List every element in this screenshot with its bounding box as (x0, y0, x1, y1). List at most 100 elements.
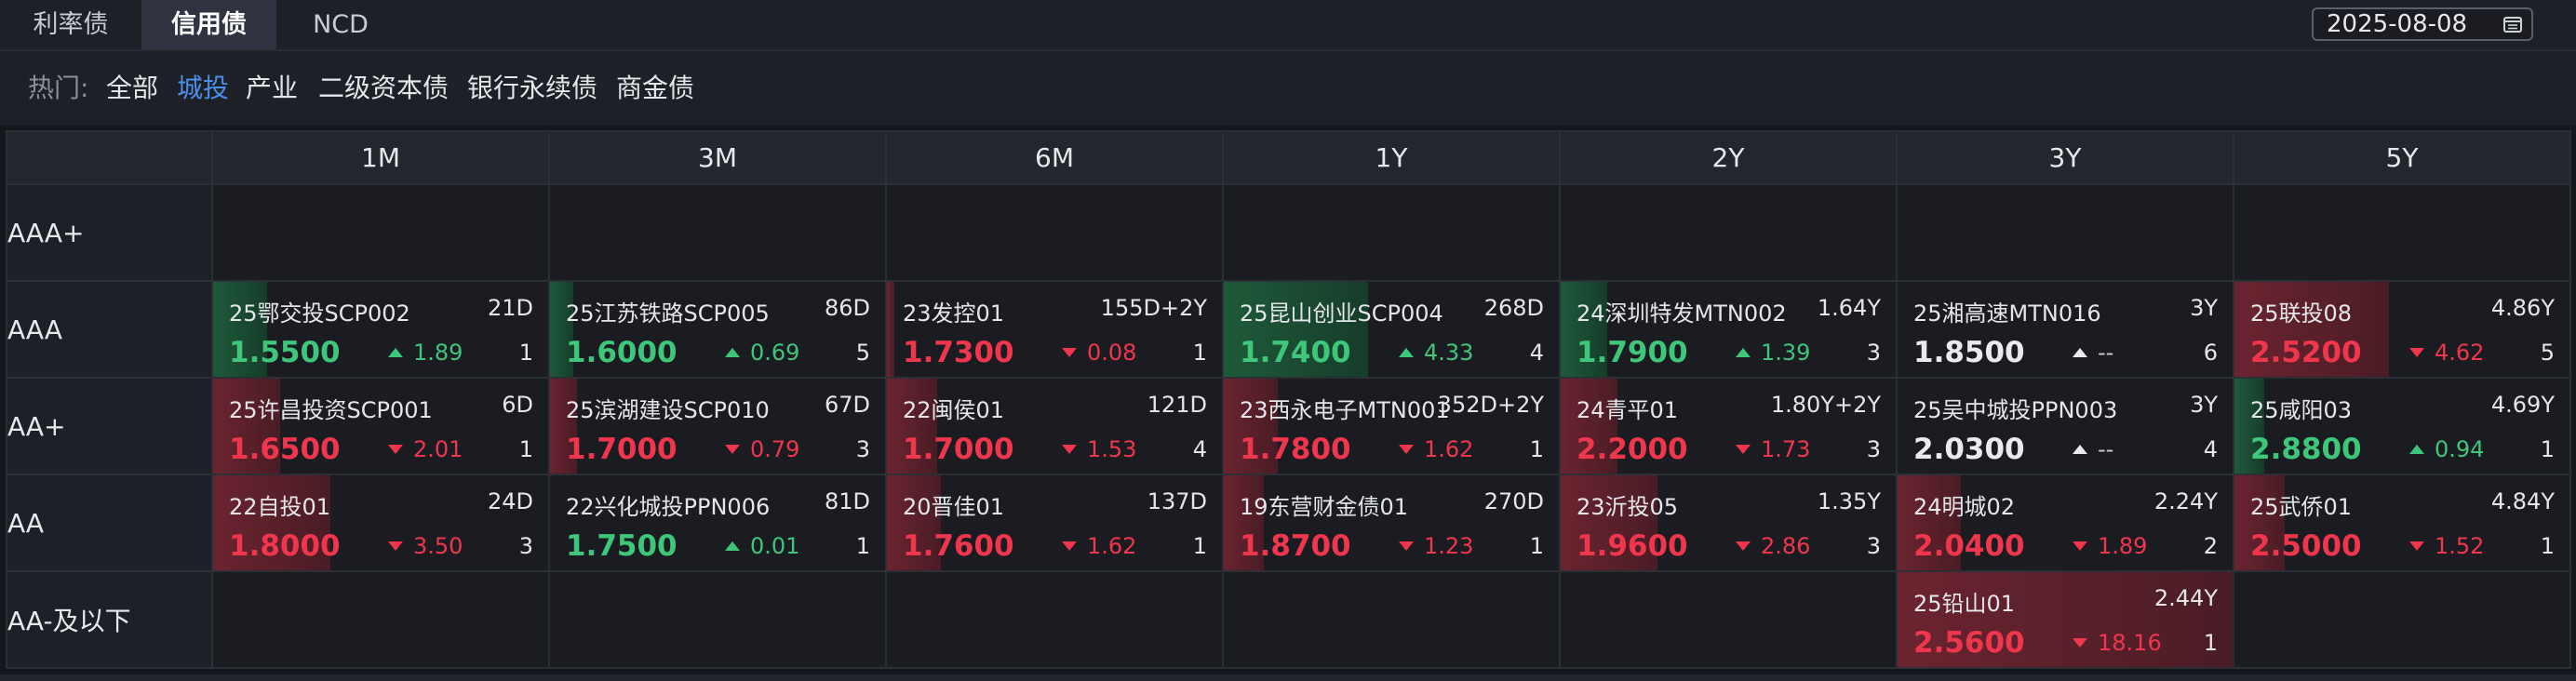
yield-change: -- (2072, 340, 2113, 366)
empty-cell (1222, 570, 1561, 669)
empty-cell (2233, 183, 2571, 282)
empty-cell (211, 183, 550, 282)
yield-change-value: 0.01 (750, 533, 800, 559)
grid-row: AA 22自投01 24D 1.8000 3.50 3 22兴化城投PPN006 81D 1.7… (6, 474, 2571, 572)
bond-tenor: 81D (824, 488, 870, 514)
bond-name: 22兴化城投PPN006 (566, 494, 771, 520)
tab-rate-bond[interactable]: 利率债 (33, 10, 109, 39)
bond-cell[interactable]: 22兴化城投PPN006 81D 1.7500 0.01 1 (548, 474, 887, 572)
arrow-down-icon (2409, 541, 2424, 551)
bond-cell[interactable]: 25铅山01 2.44Y 2.5600 18.16 1 (1896, 570, 2234, 669)
yield-change-value: 18.16 (2098, 630, 2162, 656)
yield-change-value: 1.89 (413, 340, 463, 366)
grid-row: AA+ 25许昌投资SCP001 6D 1.6500 2.01 1 25滨湖建设SCP010… (6, 377, 2571, 475)
arrow-up-icon (725, 541, 740, 551)
date-picker[interactable]: 2025-08-08 (2312, 7, 2533, 41)
trade-count: 1 (855, 533, 870, 559)
tab-credit-bond[interactable]: 信用债 (141, 0, 276, 49)
filter-industry[interactable]: 产业 (246, 73, 299, 103)
bond-cell[interactable]: 20晋佳01 137D 1.7600 1.62 1 (885, 474, 1224, 572)
yield-change-value: 4.62 (2435, 340, 2485, 366)
bond-cell[interactable]: 23西永电子MTN001 352D+2Y 1.7800 1.62 1 (1222, 377, 1561, 475)
bond-tenor: 24D (487, 488, 533, 514)
yield-change: 2.86 (1735, 533, 1810, 559)
yield-change-value: 1.89 (2098, 533, 2148, 559)
yield-change: 1.39 (1735, 340, 1810, 366)
bond-tenor: 4.84Y (2490, 488, 2555, 514)
tab-ncd[interactable]: NCD (313, 10, 369, 39)
bond-tenor: 121D (1147, 392, 1207, 418)
bond-yield: 1.8500 (1913, 336, 2025, 369)
bond-yield: 1.7400 (1240, 336, 1351, 369)
bond-cell[interactable]: 25滨湖建设SCP010 67D 1.7000 0.79 3 (548, 377, 887, 475)
empty-cell (2233, 570, 2571, 669)
change-intensity-bar (1225, 476, 1265, 569)
bond-yield: 1.8000 (229, 529, 341, 563)
bond-name: 25咸阳03 (2250, 397, 2353, 423)
yield-change: 0.94 (2408, 436, 2484, 462)
grid-row: AA-及以下 25铅山01 2.44Y 2.5600 18.16 1 (6, 570, 2571, 669)
col-header: 1Y (1222, 130, 1561, 185)
change-intensity-bar (1562, 476, 1658, 569)
bond-cell[interactable]: 19东营财金债01 270D 1.8700 1.23 1 (1222, 474, 1561, 572)
bond-cell[interactable]: 23发控01 155D+2Y 1.7300 0.08 1 (885, 280, 1224, 379)
bond-yield: 1.7000 (903, 433, 1014, 466)
yield-change-value: 1.52 (2435, 533, 2485, 559)
bond-cell[interactable]: 25咸阳03 4.69Y 2.8800 0.94 1 (2233, 377, 2571, 475)
trade-count: 4 (2203, 436, 2218, 462)
bond-name: 25吴中城投PPN003 (1913, 397, 2118, 423)
yield-change: 1.52 (2408, 533, 2484, 559)
arrow-down-icon (388, 445, 403, 454)
filter-chengtou[interactable]: 城投 (177, 73, 230, 103)
empty-cell (548, 570, 887, 669)
bond-cell[interactable]: 24深圳特发MTN002 1.64Y 1.7900 1.39 3 (1559, 280, 1898, 379)
trade-count: 1 (518, 436, 533, 462)
bond-cell[interactable]: 22闽侯01 121D 1.7000 1.53 4 (885, 377, 1224, 475)
bond-yield: 2.5000 (2250, 529, 2362, 563)
bond-name: 25昆山创业SCP004 (1240, 300, 1443, 327)
change-intensity-bar (1225, 380, 1278, 473)
yield-change-value: -- (2098, 436, 2114, 462)
arrow-down-icon (2073, 541, 2087, 551)
filter-bank-perpetual[interactable]: 银行永续债 (467, 73, 598, 103)
col-header: 6M (885, 130, 1224, 185)
yield-change: 1.53 (1061, 436, 1136, 462)
filter-bar: 热门: 全部 城投 产业 二级资本债 银行永续债 商金债 (0, 51, 2576, 126)
bond-cell[interactable]: 24青平01 1.80Y+2Y 2.2000 1.73 3 (1559, 377, 1898, 475)
yield-change: 0.79 (724, 436, 799, 462)
bond-yield: 1.6000 (566, 336, 678, 369)
bottom-scrollbar[interactable] (0, 674, 2576, 681)
bond-cell[interactable]: 25许昌投资SCP001 6D 1.6500 2.01 1 (211, 377, 550, 475)
filter-tier2-capital[interactable]: 二级资本债 (318, 73, 449, 103)
trade-count: 1 (2203, 630, 2218, 656)
arrow-up-icon (2073, 348, 2087, 357)
arrow-up-icon (2073, 445, 2087, 454)
bond-name: 25铅山01 (1913, 591, 2016, 617)
arrow-down-icon (1399, 445, 1414, 454)
top-tab-bar: 利率债 信用债 NCD 2025-08-08 (0, 0, 2576, 51)
bond-name: 25滨湖建设SCP010 (566, 397, 770, 423)
filter-commercial-finance[interactable]: 商金债 (616, 73, 695, 103)
filter-all[interactable]: 全部 (106, 73, 159, 103)
bond-cell[interactable]: 25武侨01 4.84Y 2.5000 1.52 1 (2233, 474, 2571, 572)
arrow-down-icon (388, 541, 403, 551)
bond-cell[interactable]: 25鄂交投SCP002 21D 1.5500 1.89 1 (211, 280, 550, 379)
bond-tenor: 67D (824, 392, 870, 418)
bond-tenor: 3Y (2190, 295, 2218, 321)
bond-cell[interactable]: 25湘高速MTN016 3Y 1.8500 -- 6 (1896, 280, 2234, 379)
bond-cell[interactable]: 25昆山创业SCP004 268D 1.7400 4.33 4 (1222, 280, 1561, 379)
bond-name: 22闽侯01 (903, 397, 1005, 423)
bond-yield: 1.7500 (566, 529, 678, 563)
bond-cell[interactable]: 22自投01 24D 1.8000 3.50 3 (211, 474, 550, 572)
bond-tenor: 352D+2Y (1437, 392, 1544, 418)
trade-count: 3 (1866, 340, 1881, 366)
bond-tenor: 4.86Y (2490, 295, 2555, 321)
bond-cell[interactable]: 23沂投05 1.35Y 1.9600 2.86 3 (1559, 474, 1898, 572)
bond-tenor: 4.69Y (2490, 392, 2555, 418)
bond-cell[interactable]: 25联投08 4.86Y 2.5200 4.62 5 (2233, 280, 2571, 379)
bond-cell[interactable]: 24明城02 2.24Y 2.0400 1.89 2 (1896, 474, 2234, 572)
bond-cell[interactable]: 25江苏铁路SCP005 86D 1.6000 0.69 5 (548, 280, 887, 379)
bond-yield: 2.5200 (2250, 336, 2362, 369)
bond-cell[interactable]: 25吴中城投PPN003 3Y 2.0300 -- 4 (1896, 377, 2234, 475)
yield-change-value: 4.33 (1424, 340, 1474, 366)
